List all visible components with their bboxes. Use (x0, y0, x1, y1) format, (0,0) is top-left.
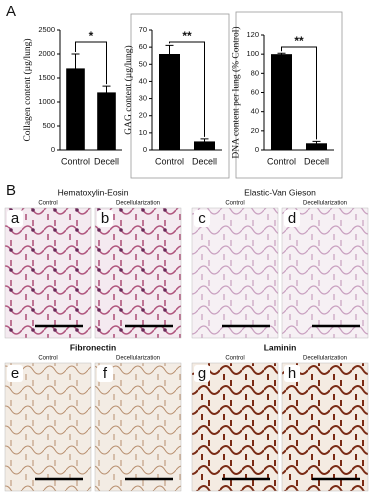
significance-mark: * (89, 29, 94, 43)
y-tick-label: 20 (139, 111, 147, 120)
stain-title: Laminin (264, 342, 297, 352)
image-letter: a (11, 210, 20, 227)
letter-box (7, 210, 23, 227)
y-tick-label: 60 (251, 87, 259, 96)
stain-title: Hematoxylin-Eosin (58, 187, 129, 197)
error-bar (165, 44, 174, 64)
image-letter: f (103, 365, 108, 382)
letter-box (7, 365, 23, 382)
x-tick-label: Control (61, 156, 90, 166)
y-tick-label: 100 (246, 49, 259, 58)
y-axis-label: Collagen content (µg/lung) (22, 38, 33, 141)
y-tick-label: 10 (139, 128, 147, 137)
image-letter: e (11, 365, 19, 382)
micrograph (94, 362, 182, 492)
micrograph (191, 362, 279, 492)
y-tick-label: 40 (251, 107, 259, 116)
chart-frame (130, 13, 230, 179)
y-tick-label: 500 (42, 121, 55, 130)
y-tick-label: 120 (246, 30, 259, 39)
image-label: Decellularization (303, 201, 347, 207)
micrograph (281, 207, 369, 339)
error-bar (71, 53, 80, 84)
image-label: Control (38, 356, 57, 362)
image-label: Decellularization (303, 356, 347, 362)
bar (306, 143, 327, 150)
significance-bracket (281, 46, 317, 140)
panel-label: A (6, 3, 16, 20)
letter-box (194, 210, 210, 227)
image-letter: d (288, 210, 296, 227)
bar (66, 68, 85, 150)
y-tick-label: 0 (143, 145, 147, 154)
y-tick-label: 2000 (38, 49, 55, 58)
stain-title: Elastic-Van Gieson (244, 187, 316, 197)
micrograph (94, 207, 182, 339)
error-bar (312, 140, 321, 146)
y-tick-label: 1500 (38, 73, 55, 82)
significance-bracket (169, 41, 205, 137)
significance-mark: ** (182, 29, 192, 43)
y-tick-label: 40 (139, 76, 147, 85)
image-label: Control (38, 201, 57, 207)
image-label: Control (225, 356, 244, 362)
image-letter: h (288, 365, 296, 382)
panel-label: B (6, 182, 16, 199)
y-axis-label: DNA content per lung (% Control) (231, 26, 242, 158)
letter-box (284, 365, 300, 382)
y-tick-label: 0 (51, 145, 55, 154)
letter-box (97, 365, 113, 382)
image-letter: b (101, 210, 109, 227)
letter-box (97, 210, 113, 227)
image-label: Control (225, 201, 244, 207)
y-tick-label: 0 (255, 145, 259, 154)
stain-title: Fibronectin (70, 342, 116, 352)
significance-mark: ** (294, 34, 304, 48)
y-tick-label: 20 (251, 126, 259, 135)
y-tick-label: 70 (139, 25, 147, 34)
micrograph (4, 207, 92, 339)
y-tick-label: 30 (139, 94, 147, 103)
y-tick-label: 80 (251, 68, 259, 77)
y-axis-label: GAG content (µg/lung) (123, 45, 134, 134)
chart-frame (235, 11, 343, 179)
micrograph (4, 362, 92, 492)
significance-bracket (75, 41, 107, 85)
x-tick-label: Decell (304, 156, 329, 166)
image-letter: c (198, 210, 206, 227)
bar (194, 141, 215, 150)
bar (97, 92, 116, 150)
image-label: Decellularization (116, 201, 160, 207)
letter-box (284, 210, 300, 227)
x-tick-label: Decell (192, 156, 217, 166)
letter-box (194, 365, 210, 382)
y-tick-label: 2500 (38, 25, 55, 34)
micrograph (281, 362, 369, 492)
bar (159, 54, 180, 150)
y-tick-label: 60 (139, 42, 147, 51)
micrograph (191, 207, 279, 339)
image-letter: g (198, 365, 206, 382)
y-tick-label: 1000 (38, 97, 55, 106)
x-tick-label: Decell (94, 156, 119, 166)
image-label: Decellularization (116, 356, 160, 362)
y-tick-label: 50 (139, 59, 147, 68)
x-tick-label: Control (267, 156, 296, 166)
error-bar (277, 52, 286, 56)
error-bar (102, 85, 111, 100)
bar (271, 54, 292, 150)
error-bar (200, 138, 209, 145)
x-tick-label: Control (155, 156, 184, 166)
